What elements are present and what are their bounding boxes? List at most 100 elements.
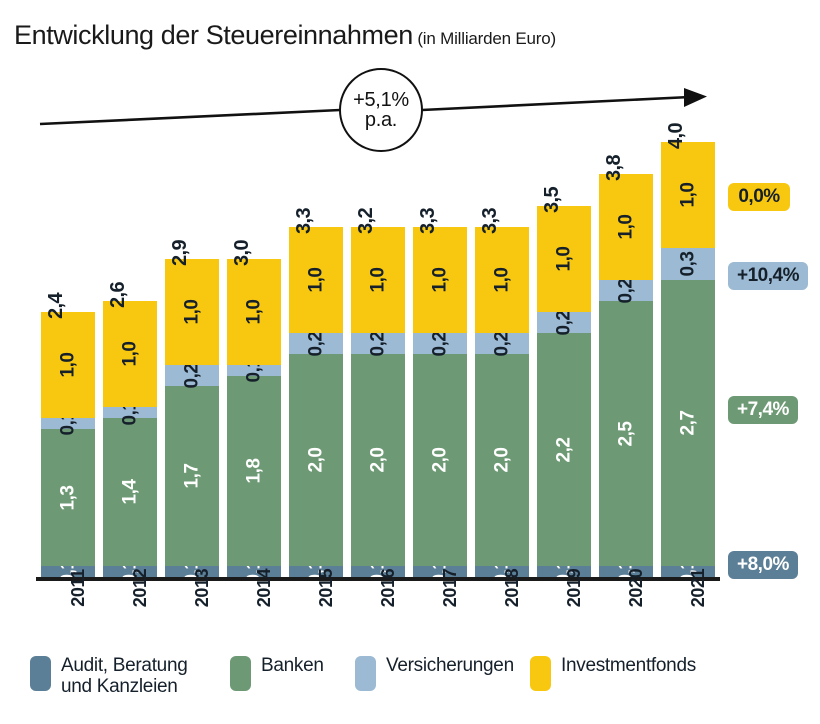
segment-investmentfonds-2014: 1,0	[227, 259, 281, 366]
x-tick-2011: 2011	[41, 569, 95, 638]
segment-audit-2019: 0,1	[537, 559, 591, 584]
segment-value-investmentfonds-2020: 1,0	[615, 214, 637, 240]
bar-2012: 0,1 1,4 0,1 1,0 2,6	[103, 282, 157, 584]
segment-value-banken-2012: 1,4	[119, 479, 141, 505]
segment-value-versicherungen-2021: 0,3	[677, 251, 699, 277]
x-tick-label-2019: 2019	[564, 568, 584, 608]
growth-badge-investmentfonds: 0,0%	[728, 183, 790, 211]
growth-badge-audit: +8,0%	[728, 551, 798, 579]
bar-total-2020: 3,8	[599, 128, 653, 181]
bar-total-2011: 2,4	[41, 266, 95, 319]
legend-label-investmentfonds: Investmentfonds	[561, 655, 696, 676]
x-tick-2019: 2019	[537, 569, 591, 638]
segment-value-investmentfonds-2013: 1,0	[181, 299, 203, 325]
x-tick-label-2021: 2021	[688, 568, 708, 608]
bar-total-value-2017: 3,3	[417, 208, 439, 235]
bar-2015: 0,1 2,0 0,2 1,0 3,3	[289, 208, 343, 584]
legend-swatch-versicherungen	[355, 656, 376, 691]
segment-value-investmentfonds-2018: 1,0	[491, 267, 513, 293]
legend-item-versicherungen: Versicherungen	[355, 655, 514, 691]
chart-legend: Audit, Beratung und Kanzleien Banken Ver…	[30, 655, 820, 721]
legend-swatch-investmentfonds	[530, 656, 551, 691]
segment-audit-2013: 0,1	[165, 559, 219, 584]
segment-banken-2016: 2,0	[351, 354, 405, 567]
cagr-unit: p.a.	[364, 109, 398, 131]
x-tick-label-2014: 2014	[254, 568, 274, 608]
bar-2020: 0,1 2,5 0,2 1,0 3,8	[599, 155, 653, 584]
x-tick-2015: 2015	[289, 569, 343, 638]
segment-investmentfonds-2013: 1,0	[165, 259, 219, 366]
segment-value-banken-2020: 2,5	[615, 421, 637, 447]
segment-value-versicherungen-2019: 0,2	[553, 310, 575, 336]
bar-total-value-2013: 2,9	[169, 240, 191, 267]
segment-audit-2016: 0,1	[351, 559, 405, 584]
x-tick-label-2013: 2013	[192, 568, 212, 608]
segment-investmentfonds-2018: 1,0	[475, 227, 529, 334]
segment-value-investmentfonds-2011: 1,0	[57, 352, 79, 378]
segment-value-investmentfonds-2012: 1,0	[119, 341, 141, 367]
legend-label-audit: Audit, Beratung und Kanzleien	[61, 655, 188, 698]
segment-value-versicherungen-2018: 0,2	[491, 331, 513, 357]
segment-investmentfonds-2011: 1,0	[41, 312, 95, 419]
x-tick-label-2011: 2011	[68, 569, 88, 607]
segment-banken-2015: 2,0	[289, 354, 343, 567]
segment-banken-2014: 1,8	[227, 375, 281, 567]
x-tick-label-2012: 2012	[130, 568, 150, 608]
segment-audit-2020: 0,1	[599, 559, 653, 584]
segment-value-banken-2016: 2,0	[367, 447, 389, 473]
segment-investmentfonds-2016: 1,0	[351, 227, 405, 334]
bar-2019: 0,1 2,2 0,2 1,0 3,5	[537, 187, 591, 584]
cagr-annotation: +5,1% p.a.	[0, 60, 820, 160]
segment-audit-2017: 0,1	[413, 559, 467, 584]
x-tick-2017: 2017	[413, 569, 467, 638]
segment-banken-2020: 2,5	[599, 301, 653, 567]
legend-item-audit: Audit, Beratung und Kanzleien	[30, 655, 188, 698]
segment-versicherungen-2015: 0,2	[289, 331, 343, 356]
legend-item-investmentfonds: Investmentfonds	[530, 655, 696, 691]
segment-value-banken-2014: 1,8	[243, 458, 265, 484]
right-arrow-icon	[39, 88, 707, 126]
segment-versicherungen-2017: 0,2	[413, 331, 467, 356]
segment-audit-2021: 0,1	[661, 559, 715, 584]
bar-2011: 0,1 1,3 0,1 1,0 2,4	[41, 293, 95, 584]
segment-audit-2012: 0,1	[103, 559, 157, 584]
bar-2014: 0,1 1,8 0,1 1,0 3,0	[227, 240, 281, 584]
bar-total-value-2021: 4,0	[665, 123, 687, 150]
segment-value-investmentfonds-2014: 1,0	[243, 299, 265, 325]
segment-investmentfonds-2021: 1,0	[661, 142, 715, 249]
segment-value-versicherungen-2020: 0,2	[615, 278, 637, 304]
bar-total-2016: 3,2	[351, 181, 405, 234]
x-tick-label-2020: 2020	[626, 568, 646, 608]
segment-value-investmentfonds-2015: 1,0	[305, 267, 327, 293]
segment-versicherungen-2011: 0,1	[41, 411, 95, 436]
segment-value-banken-2017: 2,0	[429, 447, 451, 473]
segment-value-investmentfonds-2016: 1,0	[367, 267, 389, 293]
segment-value-investmentfonds-2017: 1,0	[429, 267, 451, 293]
bar-total-2014: 3,0	[227, 213, 281, 266]
bar-total-2013: 2,9	[165, 213, 219, 266]
bar-2016: 0,1 2,0 0,2 1,0 3,2	[351, 208, 405, 584]
bar-2017: 0,1 2,0 0,2 1,0 3,3	[413, 208, 467, 584]
legend-label-banken: Banken	[261, 655, 324, 676]
segment-versicherungen-2021: 0,3	[661, 248, 715, 281]
x-tick-label-2017: 2017	[440, 568, 460, 608]
segment-banken-2021: 2,7	[661, 280, 715, 567]
x-tick-label-2018: 2018	[502, 568, 522, 608]
segment-investmentfonds-2012: 1,0	[103, 301, 157, 408]
bar-total-2017: 3,3	[413, 181, 467, 234]
bar-total-value-2014: 3,0	[231, 240, 253, 267]
segment-banken-2013: 1,7	[165, 386, 219, 567]
x-tick-2018: 2018	[475, 569, 529, 638]
bar-total-value-2011: 2,4	[45, 293, 67, 320]
bar-total-value-2019: 3,5	[541, 187, 563, 214]
cagr-value: +5,1%	[353, 88, 409, 111]
bar-total-2015: 3,3	[289, 181, 343, 234]
segment-value-banken-2013: 1,7	[181, 463, 203, 489]
x-axis-line	[36, 577, 720, 581]
legend-item-banken: Banken	[230, 655, 324, 691]
segment-banken-2011: 1,3	[41, 428, 95, 567]
bar-total-2012: 2,6	[103, 255, 157, 308]
segment-value-banken-2011: 1,3	[57, 485, 79, 510]
